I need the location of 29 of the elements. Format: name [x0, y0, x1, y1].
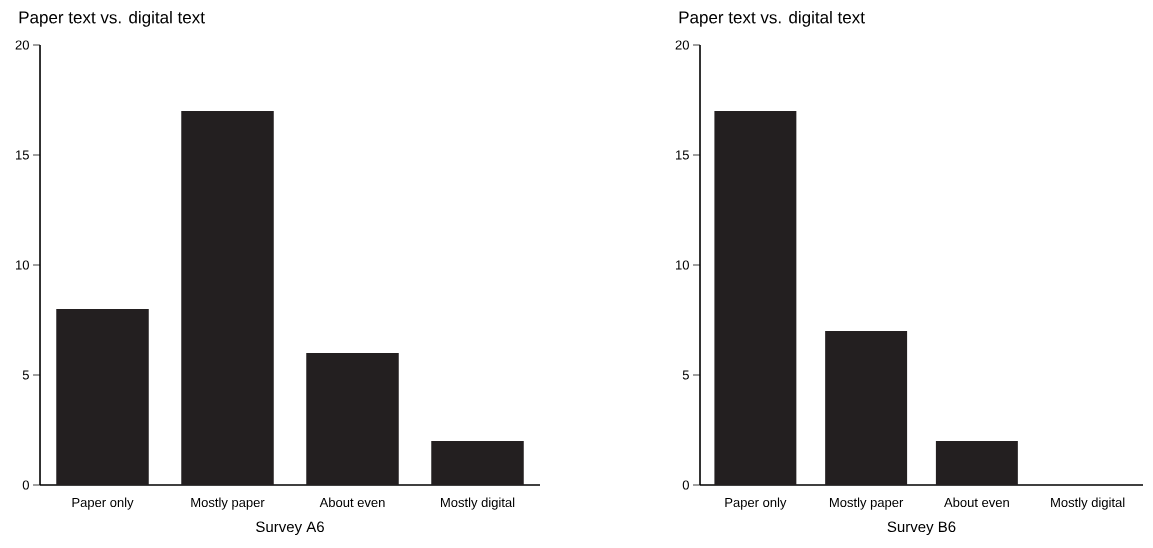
bar — [825, 330, 908, 485]
y-tick-label: 20 — [675, 40, 689, 50]
chart-title: Paper text vs. digital text — [19, 10, 205, 27]
bar — [935, 440, 1018, 485]
x-tick-label: About even — [944, 497, 1009, 508]
x-tick-label: Mostly paper — [191, 497, 265, 510]
x-tick-label: Mostly paper — [829, 497, 904, 510]
bar — [181, 110, 274, 485]
bar — [714, 110, 797, 485]
y-tick-label: 20 — [15, 40, 29, 50]
y-tick-label: 0 — [682, 480, 689, 490]
y-tick-label: 5 — [22, 370, 29, 380]
x-tick-label: Paper only — [72, 497, 134, 510]
y-tick-label: 0 — [22, 480, 29, 490]
x-tick-label: Mostly digital — [1051, 497, 1125, 510]
x-tick-label: About even — [319, 497, 385, 508]
y-tick-label: 15 — [676, 150, 689, 160]
bar — [306, 352, 399, 485]
y-tick-label: 5 — [682, 370, 689, 380]
x-tick-label: Mostly digital — [441, 497, 515, 510]
y-tick-label: 15 — [16, 150, 29, 160]
bar — [56, 308, 149, 485]
x-axis-title: Survey B6 — [887, 521, 956, 536]
chart-title: Paper text vs. digital text — [679, 10, 865, 27]
x-axis-title: Survey A6 — [256, 521, 324, 536]
y-tick-label: 10 — [676, 260, 689, 270]
x-tick-label: Paper only — [725, 497, 787, 510]
bar — [431, 440, 524, 485]
y-tick-label: 10 — [16, 260, 29, 270]
